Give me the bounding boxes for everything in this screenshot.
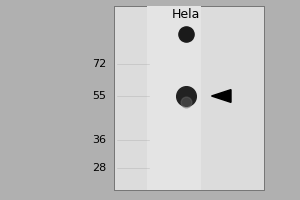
Text: 72: 72 (92, 59, 106, 69)
Text: Hela: Hela (172, 7, 200, 21)
Text: 28: 28 (92, 163, 106, 173)
Point (184, 94, 188, 98)
Text: 55: 55 (92, 91, 106, 101)
Polygon shape (212, 90, 231, 102)
Point (184, 32, 188, 36)
Text: 36: 36 (92, 135, 106, 145)
FancyBboxPatch shape (114, 6, 264, 190)
Point (184, 100, 188, 104)
FancyBboxPatch shape (147, 6, 201, 190)
